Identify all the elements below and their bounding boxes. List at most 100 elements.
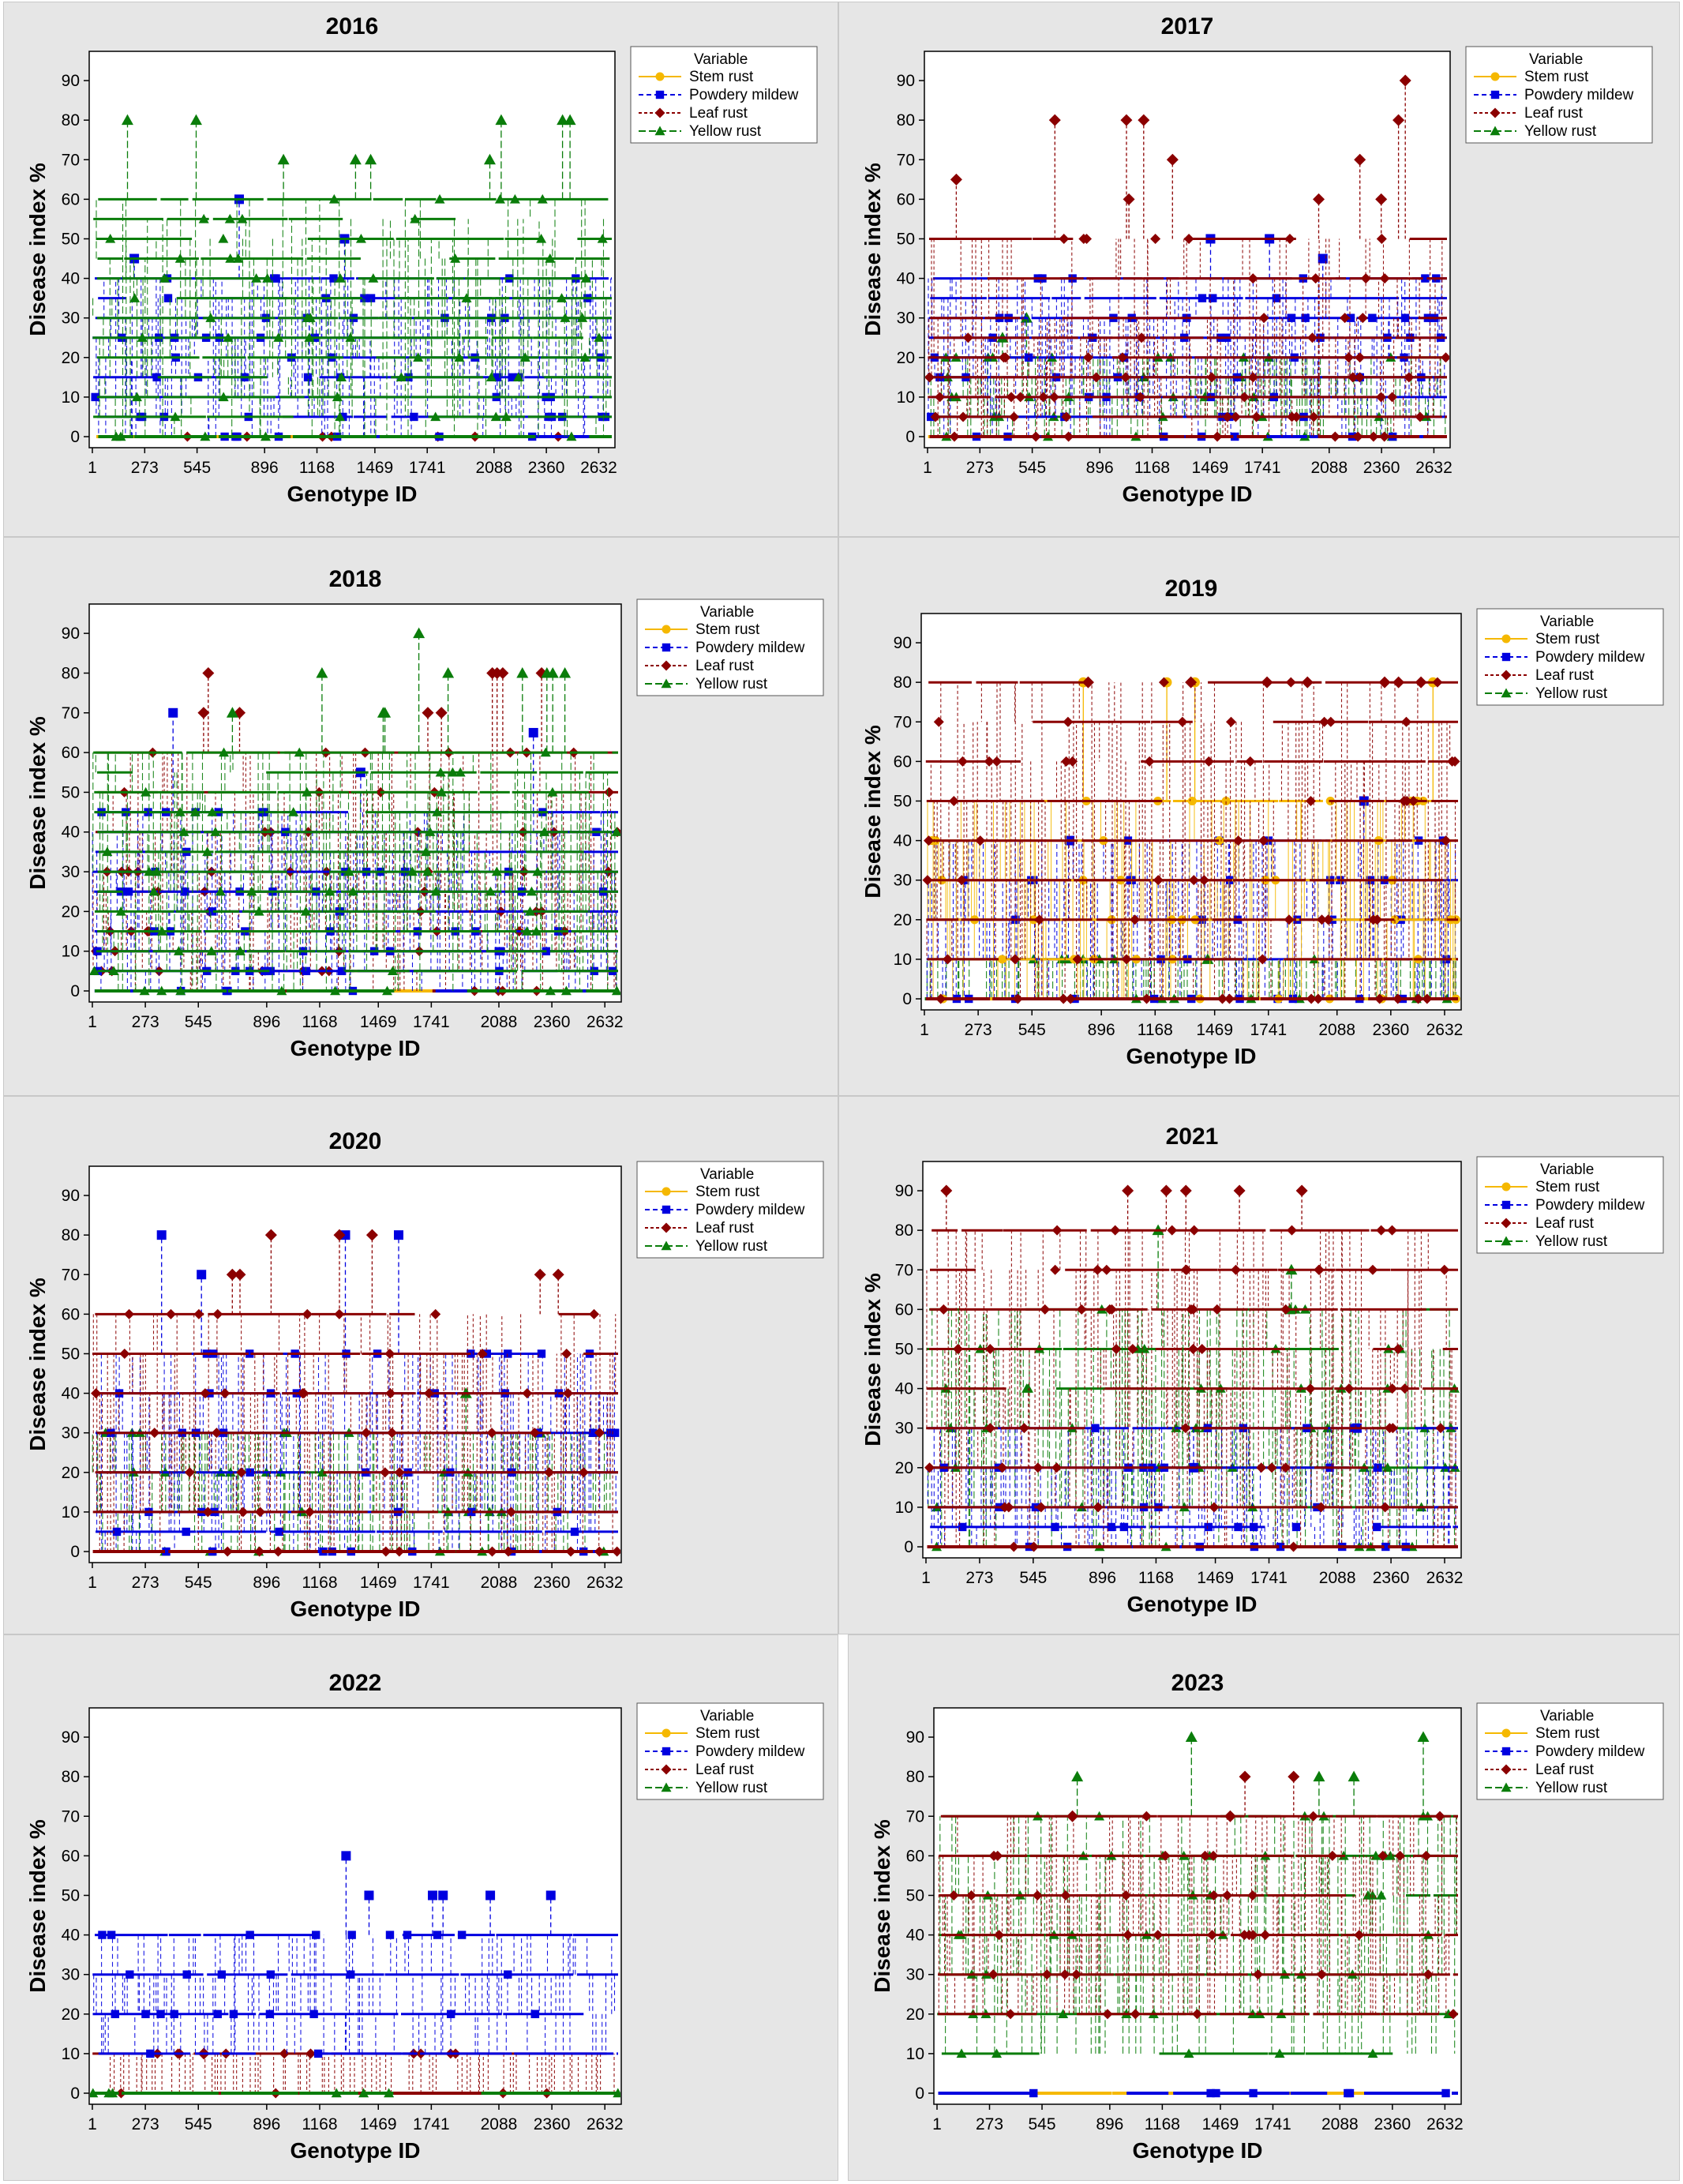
series-yellow-rust — [90, 2088, 620, 2098]
y-tick-label: 70 — [62, 1807, 80, 1826]
x-tick-label: 1741 — [409, 459, 446, 477]
data-point — [1106, 1304, 1117, 1315]
data-point — [261, 431, 272, 441]
legend-entry: Yellow rust — [695, 1780, 768, 1796]
data-point — [1015, 392, 1026, 403]
data-point — [1291, 411, 1302, 422]
legend-marker — [662, 1187, 671, 1196]
data-point — [1390, 915, 1400, 925]
data-point — [1130, 2009, 1141, 2020]
data-point — [313, 2049, 323, 2058]
data-point — [1360, 273, 1371, 284]
legend-title: Variable — [700, 604, 754, 621]
data-point — [1316, 1969, 1327, 1980]
x-tick-label: 1 — [88, 459, 97, 477]
y-tick-label: 40 — [895, 1380, 913, 1398]
x-tick-label: 2088 — [1318, 1021, 1355, 1039]
peak-point — [1179, 1184, 1192, 1197]
data-point — [1230, 411, 1241, 422]
series-yellow-rust — [92, 114, 612, 441]
data-point — [105, 233, 116, 243]
data-point — [1111, 1343, 1122, 1354]
data-point — [532, 866, 543, 876]
y-tick-label: 30 — [62, 1424, 80, 1443]
legend-entry: Stem rust — [689, 69, 754, 85]
data-point — [237, 213, 248, 223]
chart-svg: 2016 0 10 20 30 40 50 60 70 80 90 1 273 545 896 1168 146… — [25, 13, 818, 506]
data-point — [494, 193, 505, 204]
data-point — [1071, 1969, 1081, 1980]
data-point — [467, 1507, 476, 1517]
data-point — [933, 716, 944, 727]
y-tick-label: 80 — [895, 1221, 913, 1240]
y-tick-label: 30 — [62, 863, 80, 881]
x-tick-label: 1741 — [1250, 1021, 1287, 1039]
x-tick-label: 2632 — [1426, 1569, 1464, 1587]
data-point — [421, 846, 432, 857]
legend-entry: Yellow rust — [689, 123, 762, 140]
data-point — [1340, 313, 1351, 324]
peak-point — [365, 1229, 378, 1241]
data-point — [966, 1889, 977, 1901]
peak-point — [1415, 676, 1427, 689]
data-point — [580, 273, 591, 283]
data-point — [335, 411, 346, 422]
data-point — [430, 411, 441, 422]
x-axis-label: Genotype ID — [1123, 482, 1253, 506]
data-point — [1260, 1930, 1271, 1941]
data-point — [1432, 677, 1443, 688]
data-point — [217, 1970, 227, 1979]
legend-marker — [654, 126, 665, 136]
data-point — [594, 1428, 605, 1439]
data-point — [193, 1308, 204, 1319]
data-point — [129, 293, 141, 302]
y-tick-label: 70 — [62, 151, 80, 169]
peak-point — [1375, 193, 1388, 205]
data-point — [1199, 1850, 1210, 1861]
data-point — [288, 807, 299, 816]
y-tick-label: 70 — [897, 151, 915, 169]
data-point — [294, 747, 305, 757]
data-point — [1272, 294, 1281, 302]
data-point — [1441, 2088, 1450, 2098]
y-tick-label: 0 — [70, 2085, 80, 2103]
data-point — [942, 954, 953, 965]
data-point — [491, 866, 502, 876]
data-point — [208, 907, 217, 916]
data-point — [500, 411, 512, 422]
data-point — [387, 966, 398, 976]
y-axis-label: Disease index % — [860, 725, 885, 899]
peak-point — [1066, 1810, 1079, 1822]
data-point — [1258, 313, 1269, 324]
x-tick-label: 1741 — [1254, 2115, 1291, 2133]
legend-marker — [1501, 670, 1512, 681]
data-point — [610, 1428, 620, 1437]
x-tick-label: 896 — [253, 1574, 280, 1592]
data-point — [1367, 2048, 1378, 2058]
data-point — [1029, 2088, 1038, 2098]
y-tick-label: 60 — [894, 752, 912, 771]
peak-point — [1313, 193, 1325, 205]
data-point — [1091, 372, 1102, 383]
data-point — [107, 2088, 118, 2098]
y-tick-label: 40 — [62, 824, 80, 842]
x-tick-label: 545 — [183, 459, 211, 477]
data-point — [1177, 716, 1188, 727]
data-point — [938, 1304, 949, 1315]
data-point — [1374, 993, 1385, 1004]
peak-point — [1393, 114, 1405, 126]
x-tick-label: 896 — [253, 2115, 280, 2133]
data-point — [1121, 954, 1132, 965]
data-point — [1413, 993, 1424, 1004]
data-point — [430, 1308, 441, 1319]
y-tick-label: 70 — [62, 1266, 80, 1284]
legend-entry: Leaf rust — [695, 658, 755, 674]
data-point — [992, 1850, 1003, 1861]
x-tick-label: 1168 — [1138, 1021, 1173, 1039]
y-tick-label: 30 — [894, 872, 912, 890]
data-point — [1280, 1462, 1291, 1473]
data-point — [355, 233, 366, 243]
data-point — [457, 1931, 467, 1939]
chart-title: 2022 — [329, 1670, 382, 1696]
legend-title: Variable — [1540, 614, 1594, 630]
